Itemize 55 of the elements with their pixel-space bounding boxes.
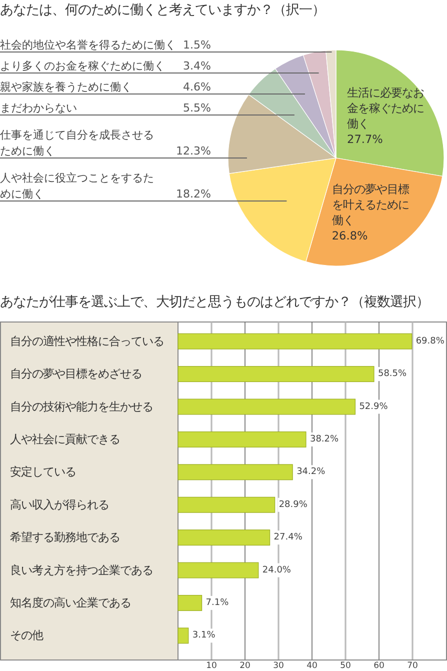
y-tick-label: 自分の夢や目標をめざせる [10, 368, 142, 381]
data-label: 52.9% [359, 402, 388, 412]
data-label: 27.7% [347, 132, 384, 146]
chart-title: あなたが仕事を選ぶ上で、大切だと思うものはどれですか？（複数選択） [0, 294, 429, 310]
data-label: 5.5% [183, 102, 211, 114]
y-tick-label: 希望する勤務地である [10, 531, 120, 544]
data-label: 1.5% [183, 38, 211, 52]
data-label: 24.0% [262, 565, 292, 576]
x-tick-label: 50 [340, 661, 351, 671]
bar [178, 398, 356, 415]
data-label: 3.4% [183, 60, 211, 72]
bar [178, 496, 276, 513]
data-label: 69.8% [416, 336, 445, 346]
y-tick-label: 良い考え方を持つ企業である [10, 564, 153, 577]
slice-label: まだわからない [0, 102, 77, 114]
slice-label: 人や社会に役立つことをするために働く [0, 172, 154, 200]
y-tick-label: 知名度の高い企業である [10, 596, 131, 610]
data-label: 27.4% [274, 532, 303, 543]
y-tick-label: 人や社会に貢献できる [10, 432, 120, 446]
x-tick-label: 40 [306, 661, 318, 671]
x-tick-label: 10 [206, 661, 217, 671]
data-label: 4.6% [183, 80, 211, 94]
data-label: 26.8% [332, 230, 368, 243]
x-tick-label: 20 [240, 661, 250, 671]
bar [178, 562, 259, 578]
y-tick-label: 自分の技術や能力を生かせる [10, 400, 153, 414]
slice-label: 自分の夢や目標を叶えるために働く [332, 183, 409, 228]
x-tick-label: 30 [273, 661, 284, 671]
slice-label: 社会的地位や名誉を得るために働く [0, 38, 176, 52]
data-label: 12.3% [176, 144, 211, 158]
data-label: 7.1% [206, 598, 230, 608]
slice-label: 生活に必要なお金を稼ぐために働く [347, 86, 424, 130]
data-label: 18.2% [176, 188, 211, 200]
bar [178, 594, 202, 611]
bar [178, 333, 412, 350]
data-label: 34.2% [296, 467, 326, 478]
data-label: 3.1% [192, 630, 216, 641]
bar [178, 628, 189, 644]
bar [178, 464, 293, 480]
x-tick-label: 70 [407, 661, 418, 671]
x-tick-label: 60 [374, 661, 384, 671]
y-tick-label: 安定している [10, 466, 76, 479]
data-label: 58.5% [378, 369, 408, 380]
data-label: 28.9% [278, 500, 308, 510]
bar [178, 431, 306, 448]
slice-label: より多くのお金を稼ぐために働く [0, 60, 165, 72]
chart-title: あなたは、何のために働くと考えていますか？（択一） [0, 2, 325, 18]
bar [178, 530, 270, 546]
y-tick-label: その他 [10, 629, 43, 642]
slice-label: 仕事を通じて自分を成長させるために働く [0, 128, 154, 158]
data-label: 38.2% [310, 434, 340, 444]
y-tick-label: 自分の適性や性格に合っている [10, 334, 164, 348]
bar [178, 366, 374, 382]
y-tick-label: 高い収入が得られる [10, 498, 109, 512]
slice-label: 親や家族を養うために働く [0, 80, 132, 94]
